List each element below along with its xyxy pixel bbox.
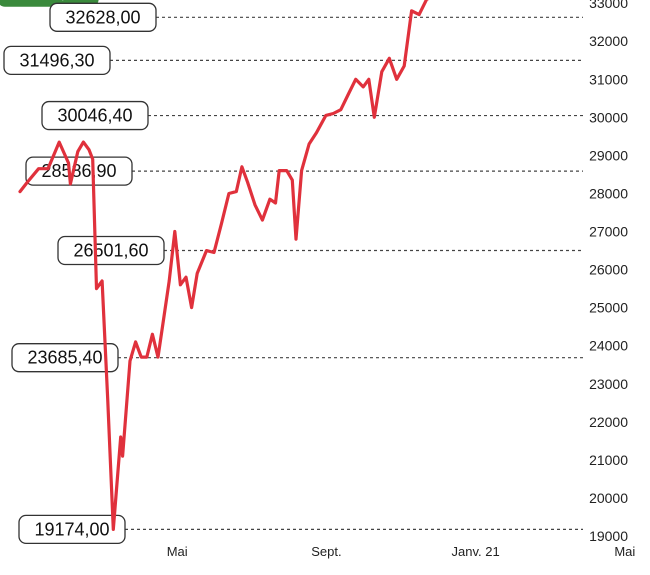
callout-label: 33290,10: [10, 0, 85, 2]
callout-box: [49, 2, 157, 32]
callout-label: 31496,30: [19, 50, 94, 70]
y-tick-label: 32000: [589, 33, 628, 49]
x-tick-label: Mai: [167, 544, 188, 559]
y-tick-label: 28000: [589, 185, 628, 201]
y-tick-label: 22000: [589, 414, 628, 430]
y-tick-label: 27000: [589, 224, 628, 240]
x-tick-label: Mai: [614, 544, 635, 559]
y-tick-label: 26000: [589, 262, 628, 278]
callout-box: [11, 343, 119, 373]
y-tick-label: 19000: [589, 528, 628, 544]
callout-box: [18, 514, 126, 545]
callout-label: 23685,40: [27, 348, 102, 368]
y-tick-label: 25000: [589, 300, 628, 316]
y-tick-label: 30000: [589, 109, 628, 125]
y-tick-label: 21000: [589, 452, 628, 468]
y-tick-label: 33000: [589, 0, 628, 11]
callout-label: 30046,40: [57, 106, 132, 126]
x-tick-label: Sept.: [311, 544, 341, 559]
y-tick-label: 24000: [589, 338, 628, 354]
y-tick-label: 29000: [589, 147, 628, 163]
callout-label: 26501,60: [73, 240, 148, 260]
y-tick-label: 31000: [589, 71, 628, 87]
callout-label: 28586,90: [41, 161, 116, 181]
callout-label: 19174,00: [34, 519, 109, 539]
callout-label: 32628,00: [65, 7, 140, 27]
y-tick-label: 20000: [589, 490, 628, 506]
callout-box: [41, 100, 149, 131]
callout-box: [57, 235, 165, 266]
callout-box: [25, 156, 133, 186]
index-line: [18, 0, 429, 531]
callout-box: [3, 45, 111, 76]
x-tick-label: Janv. 21: [452, 544, 500, 559]
y-tick-label: 23000: [589, 376, 628, 392]
